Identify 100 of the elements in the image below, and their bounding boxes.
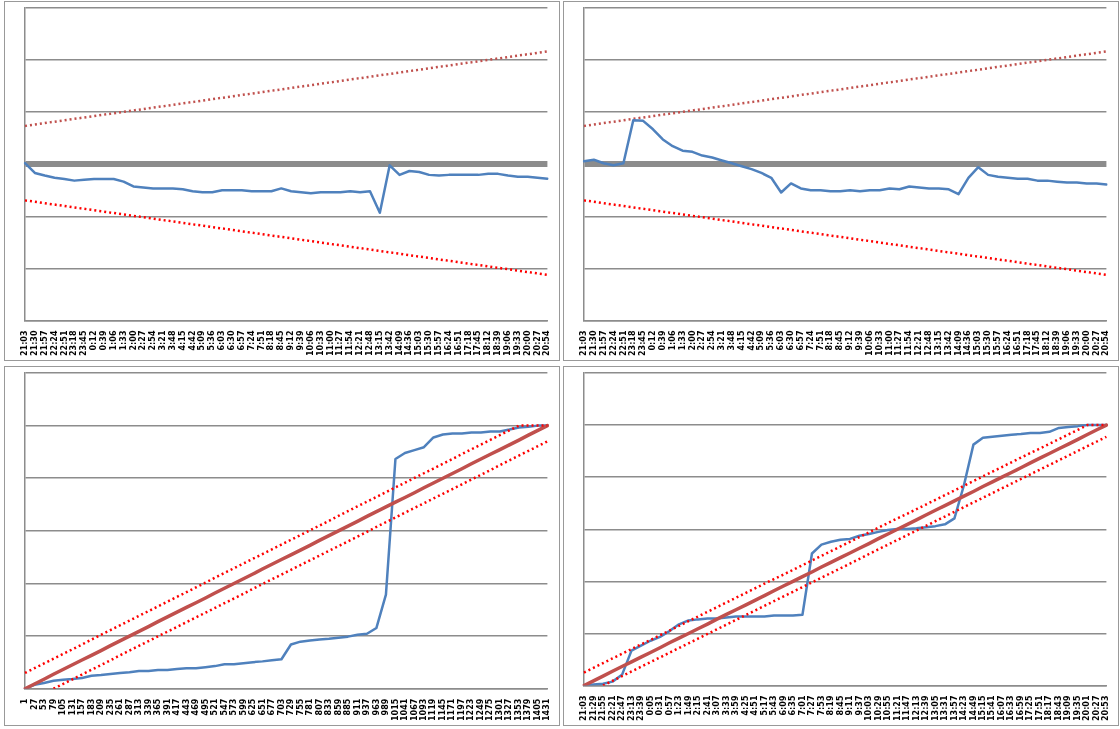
x-tick-label: 3:33 [721, 695, 731, 716]
x-tick-label: 131 [67, 698, 77, 716]
x-tick-label: 20:27 [1091, 330, 1101, 356]
x-tick-label: 4:25 [740, 695, 750, 716]
x-tick-label: 17:18 [463, 330, 473, 356]
x-tick-label: 3:48 [167, 330, 177, 351]
x-tick-label: 8:19 [826, 695, 836, 716]
x-tick-label: 18:39 [493, 330, 503, 356]
x-tick-label: 9:12 [845, 330, 855, 351]
x-tick-label: 209 [96, 698, 106, 716]
x-tick-label: 391 [162, 698, 172, 716]
x-tick-label: 2:54 [148, 330, 158, 351]
x-tick-label: 963 [371, 698, 381, 716]
x-tick-label: 1197 [456, 698, 466, 721]
x-tick-label: 183 [86, 698, 96, 716]
x-tick-label: 14:36 [404, 330, 414, 356]
x-tick-label: 6:57 [795, 330, 805, 351]
x-tick-label: 15:30 [983, 330, 993, 356]
x-tick-label: 20:54 [1101, 330, 1111, 356]
x-tick-label: 22:24 [608, 330, 618, 356]
x-tick-label: 23:18 [628, 330, 638, 356]
x-tick-label: 11:00 [884, 330, 894, 356]
x-tick-label: 15:41 [987, 695, 997, 721]
x-tick-label: 261 [115, 698, 125, 716]
x-tick-label: 11:27 [335, 330, 345, 356]
x-tick-label: 313 [134, 698, 144, 716]
x-tick-label: 1067 [409, 698, 419, 721]
x-tick-label: 8:45 [276, 330, 286, 351]
x-tick-label: 16:59 [1015, 695, 1025, 721]
x-tick-label: 755 [295, 698, 305, 716]
x-tick-label: 0:12 [89, 330, 99, 351]
x-tick-label: 15:30 [424, 330, 434, 356]
x-tick-label: 21:57 [598, 330, 608, 356]
x-tick-label: 469 [191, 698, 201, 716]
x-tick-label: 1353 [513, 698, 523, 721]
x-tick-label: 833 [324, 698, 334, 716]
x-tick-label: 1145 [438, 698, 447, 721]
x-tick-label: 5:09 [197, 330, 207, 351]
x-tick-label: 23:13 [626, 695, 636, 721]
x-tick-label: 1223 [466, 698, 476, 721]
x-tick-label: 859 [333, 698, 343, 716]
x-tick-label: 4:15 [736, 330, 746, 351]
x-tick-label: 235 [105, 698, 115, 716]
x-tick-label: 6:03 [776, 330, 786, 351]
x-tick-label: 7:27 [807, 695, 817, 716]
x-tick-label: 15:03 [973, 330, 983, 356]
x-tick-label: 0:57 [664, 695, 674, 716]
x-tick-label: 16:51 [453, 330, 463, 356]
x-tick-label: 417 [172, 698, 182, 716]
x-tick-label: 11:54 [345, 330, 355, 356]
x-tick-label: 11:47 [902, 695, 912, 721]
x-tick-label: 22:24 [49, 330, 59, 356]
x-tick-label: 4:42 [187, 330, 197, 351]
x-tick-label: 21:03 [20, 330, 30, 356]
x-tick-label: 3:21 [717, 330, 727, 351]
x-tick-label: 1327 [504, 698, 514, 721]
x-tick-label: 12:21 [914, 330, 924, 356]
x-tick-label: 14:09 [953, 330, 963, 356]
x-tick-label: 9:11 [845, 695, 855, 716]
x-tick-label: 1:33 [118, 330, 128, 351]
x-tick-label: 23:39 [636, 695, 646, 721]
x-tick-label: 12:13 [911, 695, 921, 721]
x-tick-label: 22:51 [618, 330, 628, 356]
x-tick-label: 16:33 [1006, 695, 1016, 721]
x-tick-label: 21:55 [598, 695, 608, 721]
x-tick-label: 10:06 [305, 330, 315, 356]
x-tick-label: 5:17 [759, 695, 769, 716]
x-tick-label: 495 [200, 698, 210, 716]
x-tick-label: 10:33 [874, 330, 884, 356]
x-tick-label: 1093 [419, 698, 428, 721]
x-tick-label: 1:33 [677, 330, 687, 351]
x-tick-label: 4:42 [746, 330, 756, 351]
x-tick-label: 9:39 [855, 330, 865, 351]
x-tick-label: 3:07 [712, 695, 722, 716]
x-tick-label: 781 [305, 698, 315, 716]
x-tick-label: 23:45 [638, 330, 648, 356]
x-tick-label: 339 [143, 698, 153, 716]
x-tick-label: 2:27 [138, 330, 148, 351]
x-tick-label: 1119 [428, 698, 438, 721]
x-tick-label: 7:51 [815, 330, 825, 351]
x-tick-label: 1:23 [674, 695, 684, 716]
x-tick-label: 8:45 [835, 695, 845, 716]
x-tick-label: 19:35 [1072, 695, 1082, 721]
x-tick-label: 13:31 [940, 695, 950, 721]
x-tick-label: 4:15 [177, 330, 187, 351]
x-tick-label: 703 [276, 698, 286, 716]
x-tick-label: 15:03 [414, 330, 424, 356]
x-tick-label: 2:27 [697, 330, 707, 351]
x-tick-label: 14:49 [968, 695, 978, 721]
x-tick-label: 2:41 [702, 695, 712, 716]
x-tick-label: 1:49 [683, 695, 693, 716]
x-tick-label: 11:27 [894, 330, 904, 356]
x-tick-label: 15:15 [978, 695, 987, 721]
x-tick-label: 20:27 [532, 330, 542, 356]
x-tick-label: 1171 [447, 698, 457, 721]
x-tick-label: 17:25 [1025, 695, 1035, 721]
x-tick-label: 19:33 [512, 330, 522, 356]
x-tick-label: 21:03 [579, 330, 589, 356]
x-tick-label: 18:17 [1044, 695, 1054, 721]
x-tick-label: 1431 [542, 698, 552, 721]
